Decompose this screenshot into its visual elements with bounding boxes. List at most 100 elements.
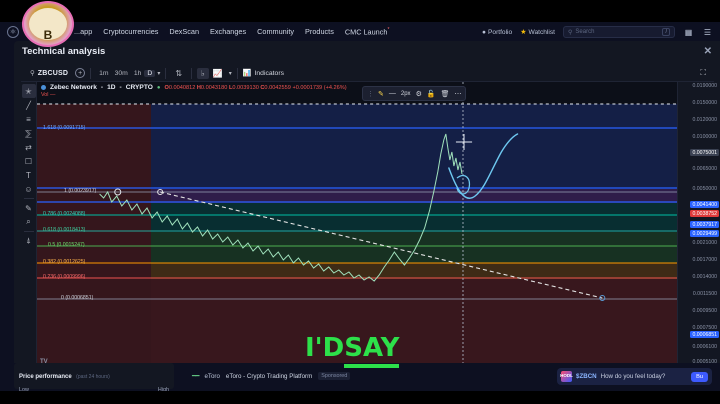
nav-link-products[interactable]: Products — [305, 27, 334, 37]
y-tick: 0.0190000 — [692, 83, 717, 89]
band-orange — [151, 263, 677, 279]
chart-legend: Zebec Network - 1D - CRYPTO ● O0.0040812… — [41, 84, 347, 91]
band-red — [151, 279, 677, 368]
price-badge-blue-3: 0.0029499 — [690, 230, 719, 237]
tradingview-watermark: TV — [40, 359, 48, 365]
chart-plot-svg — [37, 82, 677, 368]
nav-link-app[interactable]: ...app — [74, 27, 93, 37]
channel-logo-watermark: B — [22, 1, 74, 47]
line-style-icon[interactable]: — — [388, 90, 396, 97]
letterbox-top — [0, 0, 720, 22]
camera-icon[interactable]: ⛶ — [700, 68, 706, 77]
pencil-color-icon[interactable]: ✎ — [378, 90, 384, 98]
band-green — [151, 232, 677, 263]
ohlc-close-value: 0.0042559 — [264, 84, 291, 91]
sponsored-ad[interactable]: ━━ eToro eToro - Crypto Trading Platform… — [192, 372, 351, 380]
ohlc-low-value: 0.0039130 — [232, 84, 259, 91]
legend-interval: 1D — [107, 84, 116, 91]
toolbar-divider — [90, 67, 92, 79]
visibility-icon[interactable]: ● — [156, 84, 161, 91]
trend-line-tool-icon[interactable]: ╱ — [26, 100, 31, 110]
price-axis[interactable]: 0.0190000 0.0150000 0.0120000 0.0100000 … — [677, 82, 720, 395]
y-tick: 0.0011500 — [692, 291, 717, 297]
pattern-tool-icon[interactable]: ⇄ — [25, 142, 32, 152]
bar-chart-icon[interactable]: 📈 — [212, 68, 223, 78]
high-label: High — [157, 387, 169, 393]
y-tick: 0.0021000 — [692, 240, 717, 246]
page-title: Technical analysis — [22, 45, 106, 57]
fib-label-0618: 0.618 (0.0018413) — [43, 227, 86, 233]
chart-canvas[interactable]: Zebec Network - 1D - CRYPTO ● O0.0040812… — [37, 82, 677, 368]
horizontal-lines-tool-icon[interactable]: ≡ — [26, 114, 31, 124]
price-badge-blue-2: 0.0037917 — [690, 221, 719, 228]
timeframe-chevron-down-icon[interactable]: ▾ — [157, 70, 161, 77]
hamburger-icon[interactable]: ☰ — [703, 27, 712, 37]
compare-icon[interactable]: ⇅ — [175, 68, 183, 78]
band-teal — [151, 203, 677, 232]
legend-exchange: CRYPTO — [125, 84, 153, 91]
nav-link-cmc-launch[interactable]: CMC Launch* — [345, 27, 390, 36]
ad-sponsored-badge: Sponsored — [318, 372, 351, 380]
ohlc-high-label: H — [196, 84, 201, 91]
timeframe-30m[interactable]: 30m — [114, 69, 128, 77]
nav-link-cryptocurrencies[interactable]: Cryptocurrencies — [103, 27, 159, 37]
video-caption: I'DSAY — [305, 333, 400, 368]
y-tick: 0.0150000 — [692, 100, 717, 106]
drag-handle-icon[interactable]: ⋮ — [367, 90, 374, 98]
trash-icon[interactable]: 🗑 — [440, 90, 450, 98]
symbol-search-button[interactable]: ⚲ ZBCUSD — [26, 69, 72, 78]
toolbar-divider-4 — [236, 67, 238, 79]
downtrend-anchor-left — [157, 189, 164, 195]
nav-link-exchanges[interactable]: Exchanges — [210, 27, 247, 37]
rectangle-tool-icon[interactable]: ☐ — [24, 156, 33, 166]
ohlc-open-value: 0.0040812 — [168, 84, 196, 91]
ohlc-open-label: O — [164, 84, 169, 91]
series-dot-icon — [41, 85, 46, 90]
top-navigation-bar: ⚛ ...app Cryptocurrencies DexScan Exchan… — [0, 22, 720, 42]
cta-button[interactable]: Bu — [691, 371, 708, 382]
candlestick-icon[interactable]: ♭ — [197, 67, 209, 79]
text-tool-icon[interactable]: T — [26, 170, 31, 180]
nav-link-dexscan[interactable]: DexScan — [169, 27, 200, 37]
close-icon[interactable]: ✕ — [703, 45, 712, 57]
indicators-button[interactable]: 📊 Indicators — [243, 69, 284, 78]
fib-tool-icon[interactable]: ⅀ — [25, 128, 32, 138]
emoji-tool-icon[interactable]: ☺ — [24, 184, 33, 194]
search-icon: ⚲ — [568, 29, 573, 36]
site-logo-icon[interactable]: ⚛ — [7, 26, 19, 38]
price-badge-blue-1: 0.0041400 — [690, 201, 719, 208]
zoom-tool-icon[interactable]: ⌕ — [26, 217, 31, 226]
magnet-tool-icon[interactable]: ⍋ — [26, 236, 31, 245]
nav-right-group: ● Portfolio ★ Watchlist ⚲ Search / ▦ ☰ — [482, 26, 720, 38]
fib-label-0786: 0.786 (0.0024088) — [43, 211, 86, 217]
legend-symbol-name: Zebec Network — [50, 84, 97, 91]
price-series-line — [99, 133, 463, 282]
timeframe-daily[interactable]: D — [144, 69, 156, 77]
y-tick: 0.0005100 — [692, 359, 717, 365]
ohlc-low-label: L — [228, 84, 233, 91]
chart-type-chevron-down-icon[interactable]: ▾ — [228, 70, 232, 77]
portfolio-button[interactable]: ● Portfolio — [482, 29, 512, 36]
symbol-label: ZBCUSD — [37, 69, 69, 77]
logo-inner — [29, 8, 67, 40]
add-symbol-button[interactable]: + — [75, 68, 86, 78]
timeframe-1m[interactable]: 1m — [99, 69, 109, 77]
price-badge-blue-4: 0.0006851 — [690, 331, 719, 338]
watchlist-button[interactable]: ★ Watchlist — [520, 28, 555, 37]
search-input[interactable]: ⚲ Search / — [563, 26, 675, 38]
crosshair-tool-icon[interactable]: ✭ — [21, 84, 36, 98]
toolbar-divider-3 — [191, 67, 193, 79]
lock-icon[interactable]: 🔓 — [426, 90, 436, 98]
portfolio-icon: ● — [482, 28, 486, 36]
settings-icon[interactable]: ⚙ — [415, 90, 422, 98]
drawing-tools-panel: ✭ ╱ ≡ ⅀ ⇄ ☐ T ☺ ✎ ⌕ ⍋ — [21, 82, 37, 368]
more-options-icon[interactable]: ⋯ — [454, 90, 462, 98]
line-width-label[interactable]: 2px — [400, 90, 411, 97]
toolbar-divider-2 — [165, 67, 167, 79]
nav-link-community[interactable]: Community — [257, 27, 295, 37]
watchlist-label: Watchlist — [528, 28, 555, 36]
sentiment-cta-bar[interactable]: HODL $ZBCN How do you feel today? Bu — [557, 368, 712, 385]
brush-tool-icon[interactable]: ✎ — [25, 203, 32, 213]
timeframe-1h[interactable]: 1h — [133, 69, 142, 77]
grid-icon[interactable]: ▦ — [684, 27, 693, 37]
